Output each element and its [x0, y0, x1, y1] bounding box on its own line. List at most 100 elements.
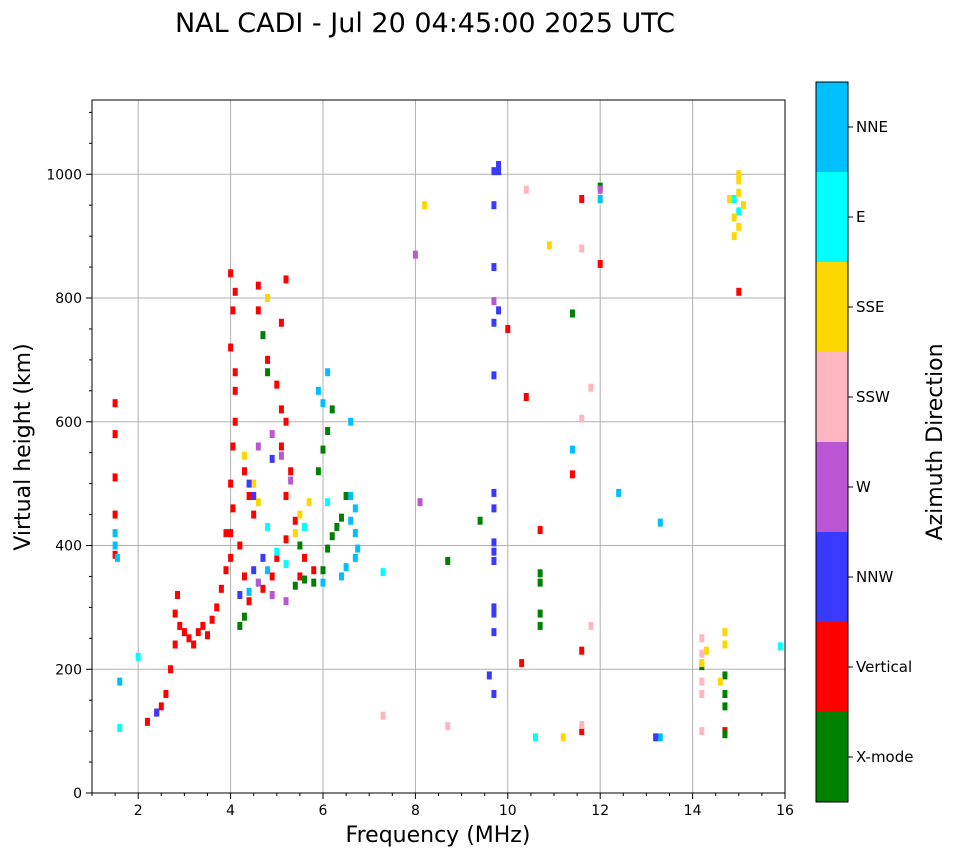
data-point-vertical [186, 634, 192, 643]
data-point-vertical [241, 467, 247, 476]
data-point-vertical [523, 393, 529, 401]
data-point-nne [112, 529, 118, 538]
data-point-ssw [699, 677, 705, 686]
x-tick-label: 6 [319, 803, 328, 819]
x-tick-label: 14 [684, 803, 702, 819]
data-point-nnw [154, 708, 160, 717]
data-point-nne [348, 516, 354, 525]
x-tick-label: 8 [411, 803, 420, 819]
data-point-nnw [491, 628, 497, 637]
data-point-x-mode [325, 544, 331, 553]
data-point-nnw [269, 454, 275, 463]
colorbar-label-ssw: SSW [856, 388, 890, 406]
data-point-sse [699, 659, 705, 668]
data-point-nnw [491, 263, 497, 272]
data-point-w [255, 578, 261, 587]
data-point-sse [255, 498, 261, 507]
data-point-x-mode [265, 368, 271, 377]
data-point-vertical [172, 609, 178, 618]
data-point-vertical [228, 479, 234, 488]
data-point-x-mode [537, 621, 543, 630]
data-point-nne [352, 553, 358, 562]
y-tick-label: 400 [55, 539, 82, 555]
colorbar-label-vertical: Vertical [856, 658, 912, 676]
data-point-nne [315, 386, 321, 395]
data-point-e [380, 568, 386, 577]
data-point-x-mode [343, 492, 349, 500]
data-point-ssw [380, 711, 386, 720]
data-point-vertical [158, 702, 164, 711]
data-point-sse [722, 628, 728, 637]
data-point-vertical [237, 541, 243, 550]
data-point-x-mode [320, 445, 326, 454]
x-axis-ticks: 2 4 6 8 10 12 14 16 [91, 793, 794, 819]
data-point-nne [114, 553, 120, 562]
colorbar-label-nne: NNE [856, 118, 888, 136]
data-point-e [731, 195, 737, 203]
x-tick-label: 4 [226, 803, 235, 819]
data-point-x-mode [445, 556, 451, 565]
colorbar-segment-w [816, 442, 848, 532]
data-point-vertical [260, 584, 266, 593]
data-point-vertical [288, 467, 294, 476]
x-tick-label: 16 [776, 803, 794, 819]
data-point-x-mode [297, 541, 303, 550]
data-point-vertical [283, 417, 289, 426]
data-point-vertical [174, 591, 180, 599]
data-point-vertical [181, 628, 187, 637]
data-point-nnw [491, 318, 497, 327]
data-point-nnw [653, 733, 659, 742]
data-point-nne [348, 492, 354, 500]
data-point-sse [560, 733, 566, 742]
data-point-vertical [230, 442, 236, 451]
data-point-nnw [491, 556, 497, 565]
data-point-nne [112, 541, 118, 550]
data-point-sse [722, 640, 728, 649]
data-point-vertical [218, 584, 224, 593]
data-point-x-mode [722, 702, 728, 711]
colorbar-segment-nnw [816, 532, 848, 622]
data-point-vertical [736, 287, 742, 296]
y-tick-label: 1000 [46, 167, 82, 183]
colorbar-segment-sse [816, 262, 848, 352]
data-point-x-mode [722, 671, 728, 680]
data-point-vertical [223, 566, 229, 575]
data-point-nnw [491, 690, 497, 698]
data-point-ssw [699, 649, 705, 658]
data-point-vertical [278, 405, 284, 414]
data-point-nne [352, 504, 358, 513]
data-point-vertical [200, 621, 206, 630]
data-point-nne [338, 572, 344, 581]
colorbar-label-nnw: NNW [856, 568, 893, 586]
data-point-e [265, 522, 271, 531]
colorbar-frame [815, 81, 849, 803]
data-point-e [274, 547, 280, 556]
data-point-sse [727, 195, 733, 203]
data-point-sse [731, 213, 737, 222]
data-point-vertical [579, 727, 585, 736]
data-point-vertical [228, 269, 234, 278]
data-point-vertical [232, 287, 238, 296]
data-point-sse [265, 294, 271, 302]
data-point-vertical [232, 368, 238, 377]
x-tick-label: 2 [134, 803, 143, 819]
data-point-vertical [230, 504, 236, 513]
data-point-vertical [302, 553, 308, 562]
data-point-e [533, 733, 539, 742]
data-point-x-mode [237, 621, 243, 630]
data-point-nnw [491, 371, 497, 380]
data-point-vertical [519, 659, 525, 668]
data-point-vertical [112, 473, 118, 482]
data-point-x-mode [722, 690, 728, 698]
data-point-vertical [228, 529, 234, 538]
data-point-vertical [177, 621, 183, 630]
data-point-vertical [569, 470, 575, 479]
data-point-nnw [496, 167, 502, 176]
data-point-x-mode [320, 566, 326, 575]
data-point-nnw [251, 492, 257, 500]
data-point-vertical [246, 492, 252, 500]
data-point-ssw [588, 621, 594, 630]
data-point-nnw [491, 488, 497, 497]
data-point-w [491, 297, 497, 306]
